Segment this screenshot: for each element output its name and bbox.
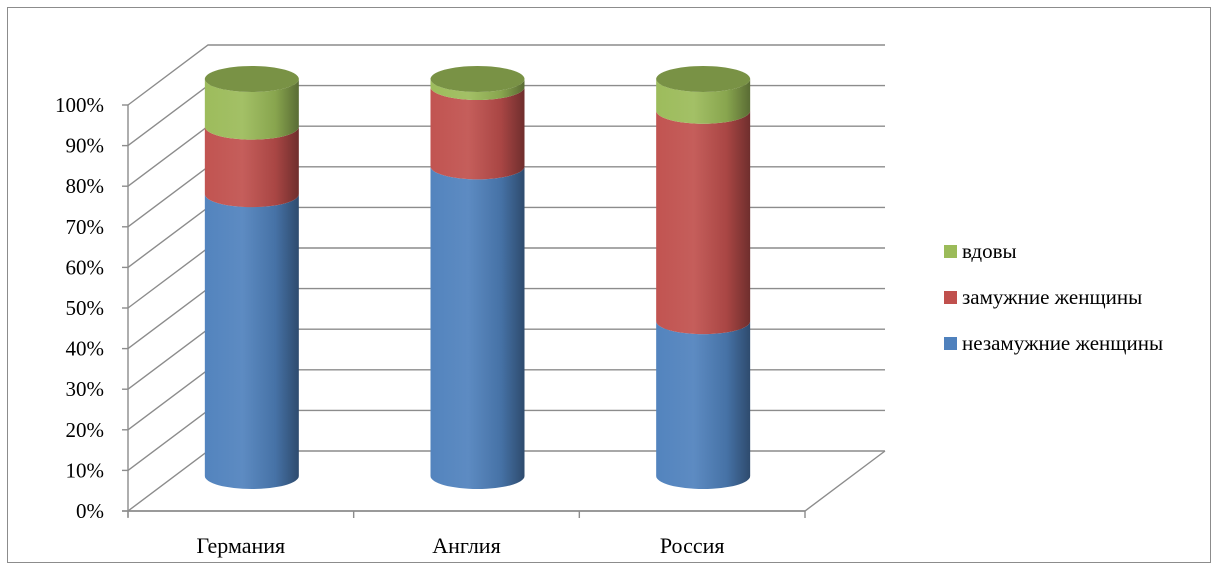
bar-segment-2-1 [656, 110, 751, 335]
legend: вдовы замужние женщины незамужние женщины [944, 239, 1163, 355]
x-tick-label: Германия [196, 533, 285, 558]
y-tick-label: 90% [66, 134, 105, 158]
y-tick-label: 60% [66, 255, 105, 279]
y-tick-label: 70% [66, 215, 105, 239]
bar-segment-0-0 [204, 194, 299, 489]
bar-segment-1-1 [430, 86, 525, 180]
gridline [127, 44, 885, 106]
x-tick-label: Россия [660, 533, 725, 558]
y-tick-label: 40% [66, 337, 105, 361]
bar-layer [204, 66, 751, 490]
bar-segment-0-1 [204, 126, 299, 208]
bar-cap-0 [204, 66, 299, 92]
legend-swatch [944, 291, 957, 304]
y-tick-label: 20% [66, 418, 105, 442]
legend-label: вдовы [962, 239, 1017, 263]
bar-segment-1-0 [430, 166, 525, 490]
y-tick-label: 80% [66, 174, 105, 198]
legend-label: замужние женщины [962, 285, 1142, 309]
y-tick-label: 0% [76, 499, 104, 523]
bar-segment-0-2 [204, 79, 299, 140]
bar-cap-1 [430, 66, 525, 92]
bar-segment-1-2 [430, 79, 525, 100]
bar-segment-2-2 [656, 79, 751, 124]
y-tick-label: 30% [66, 377, 105, 401]
y-tick-label: 100% [55, 93, 104, 117]
axis-layer [122, 104, 806, 518]
legend-swatch [944, 337, 957, 350]
x-tick-label: Англия [432, 533, 500, 558]
y-tick-label: 50% [66, 296, 105, 320]
y-tick-label: 10% [66, 458, 105, 482]
bar-cap-2 [656, 66, 751, 92]
label-layer: 0% 10% 20% 30% 40% 50% 60% 70% 80% 90% 100% Германи… [55, 93, 725, 558]
legend-swatch [944, 245, 957, 258]
legend-label: незамужние женщины [962, 331, 1163, 355]
bar-segment-2-0 [656, 321, 751, 490]
